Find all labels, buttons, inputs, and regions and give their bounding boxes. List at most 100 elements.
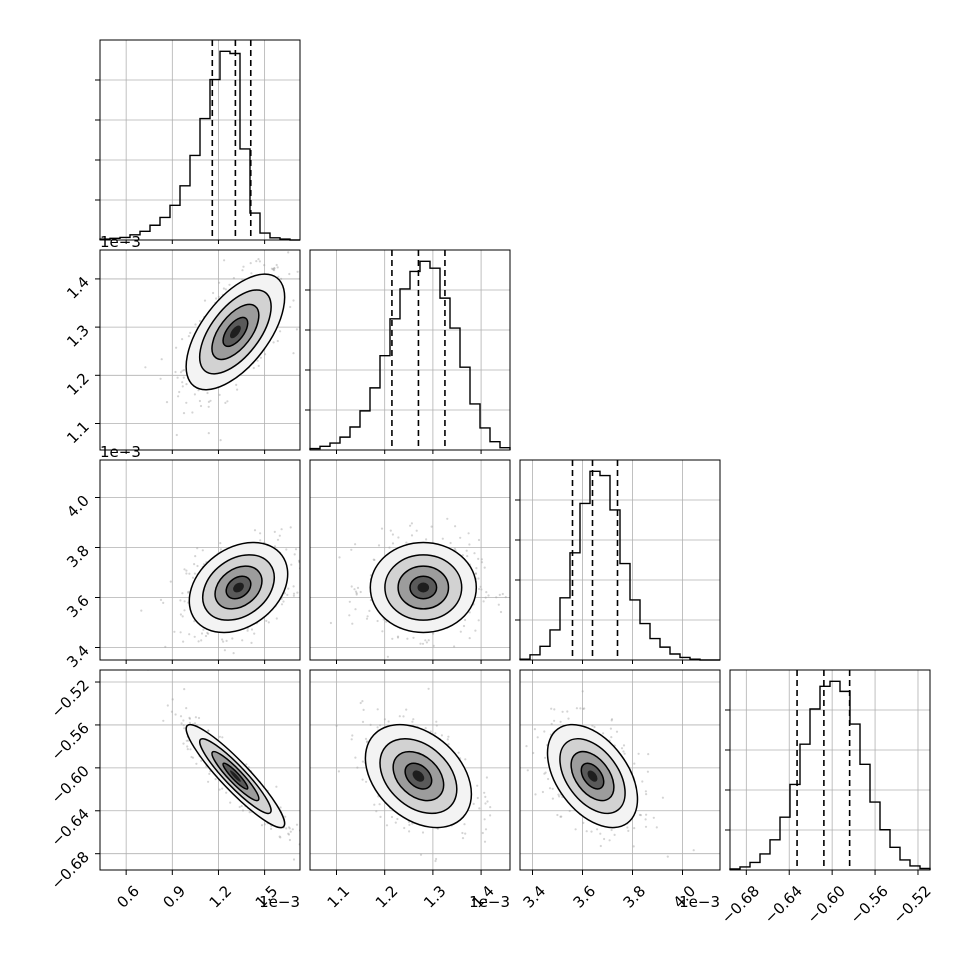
scatter-point [219, 542, 222, 545]
scatter-point [253, 529, 257, 532]
scatter-point [289, 830, 292, 833]
scatter-point [430, 525, 433, 528]
scatter-point [541, 790, 545, 794]
scatter-point [351, 734, 354, 737]
scatter-point [368, 609, 371, 613]
scatter-point [259, 532, 262, 535]
scatter-point [188, 721, 191, 725]
scatter-point [639, 814, 643, 817]
scatter-point [666, 855, 669, 858]
scatter-point [548, 787, 552, 790]
scatter-point [644, 825, 648, 828]
scatter-point [232, 277, 235, 280]
scatter-point [464, 618, 467, 622]
scatter-point [559, 720, 562, 723]
xtick-label-2-0: 3.4 [520, 882, 550, 912]
scatter-point [193, 563, 196, 566]
scatter-point [181, 592, 184, 595]
scatter-point [295, 823, 299, 826]
scatter-point [610, 718, 614, 721]
scatter-point [613, 833, 616, 837]
scatter-point [285, 827, 288, 830]
scatter-point [632, 845, 635, 848]
scatter-point [557, 793, 560, 796]
scatter-point [221, 638, 224, 641]
pair-panel-2-0 [99, 459, 301, 663]
scatter-point [645, 793, 648, 796]
scatter-point [175, 433, 178, 437]
scatter-point [348, 614, 351, 617]
scatter-point [260, 824, 264, 827]
scatter-point [380, 527, 384, 530]
scatter-point [481, 831, 484, 835]
scatter-point [637, 752, 640, 755]
scatter-point [435, 857, 438, 861]
scatter-point [626, 826, 629, 829]
scatter-point [373, 558, 376, 562]
scatter-point [465, 549, 468, 552]
scatter-point [534, 793, 537, 796]
scatter-point [191, 756, 195, 759]
scatter-point [273, 545, 277, 548]
scatter-point [484, 596, 487, 599]
scatter-point [610, 719, 613, 722]
scatter-point [383, 718, 386, 721]
pair-plot-area-2-1 [329, 517, 507, 658]
scatter-point [272, 268, 275, 271]
scatter-point [396, 817, 399, 821]
scatter-point [226, 661, 228, 663]
scatter-point [306, 287, 308, 289]
scatter-point [483, 566, 486, 569]
x-offset-label-2: 1e−3 [679, 893, 720, 911]
pair-frame-1-0 [99, 249, 301, 451]
scatter-point [406, 637, 409, 640]
hist-panel-0 [95, 39, 301, 241]
scatter-point [353, 588, 356, 591]
scatter-point [389, 529, 392, 532]
hist-panel-2 [515, 459, 721, 661]
scatter-point [187, 591, 190, 594]
scatter-point [476, 796, 479, 800]
scatter-point [218, 735, 221, 738]
scatter-point [402, 715, 405, 718]
scatter-point [409, 524, 412, 527]
scatter-point [193, 635, 196, 638]
scatter-point [556, 813, 559, 817]
contour-level-1-0-4 [229, 325, 241, 339]
scatter-point [287, 587, 290, 590]
scatter-point [461, 837, 465, 840]
hist-step-3 [729, 680, 931, 870]
scatter-point [263, 823, 266, 826]
scatter-point [359, 590, 362, 594]
scatter-point [159, 598, 163, 602]
scatter-point [482, 600, 485, 603]
scatter-point [277, 275, 280, 278]
xtick-label-0-0: 0.6 [113, 882, 143, 912]
xtick-label-2-2: 3.8 [620, 882, 650, 912]
scatter-point [446, 738, 449, 741]
scatter-point [633, 762, 636, 765]
scatter-point [185, 383, 188, 386]
scatter-point [273, 267, 276, 270]
scatter-point [351, 622, 354, 625]
scatter-point [225, 639, 228, 643]
ytick-label-2-3: 4.0 [63, 492, 93, 522]
scatter-point [378, 803, 381, 806]
scatter-point [593, 725, 596, 729]
scatter-point [287, 833, 291, 836]
scatter-point [272, 267, 275, 271]
scatter-point [194, 716, 197, 719]
scatter-point [483, 791, 486, 794]
scatter-point [182, 376, 185, 379]
scatter-point [609, 727, 613, 730]
scatter-point [275, 785, 278, 788]
scatter-point [385, 824, 389, 827]
scatter-point [391, 533, 394, 536]
scatter-point [174, 713, 177, 716]
scatter-point [365, 740, 369, 743]
scatter-point [486, 800, 489, 803]
xtick-label-1-1: 1.2 [372, 882, 402, 912]
scatter-point [179, 715, 183, 718]
scatter-point [495, 596, 498, 599]
